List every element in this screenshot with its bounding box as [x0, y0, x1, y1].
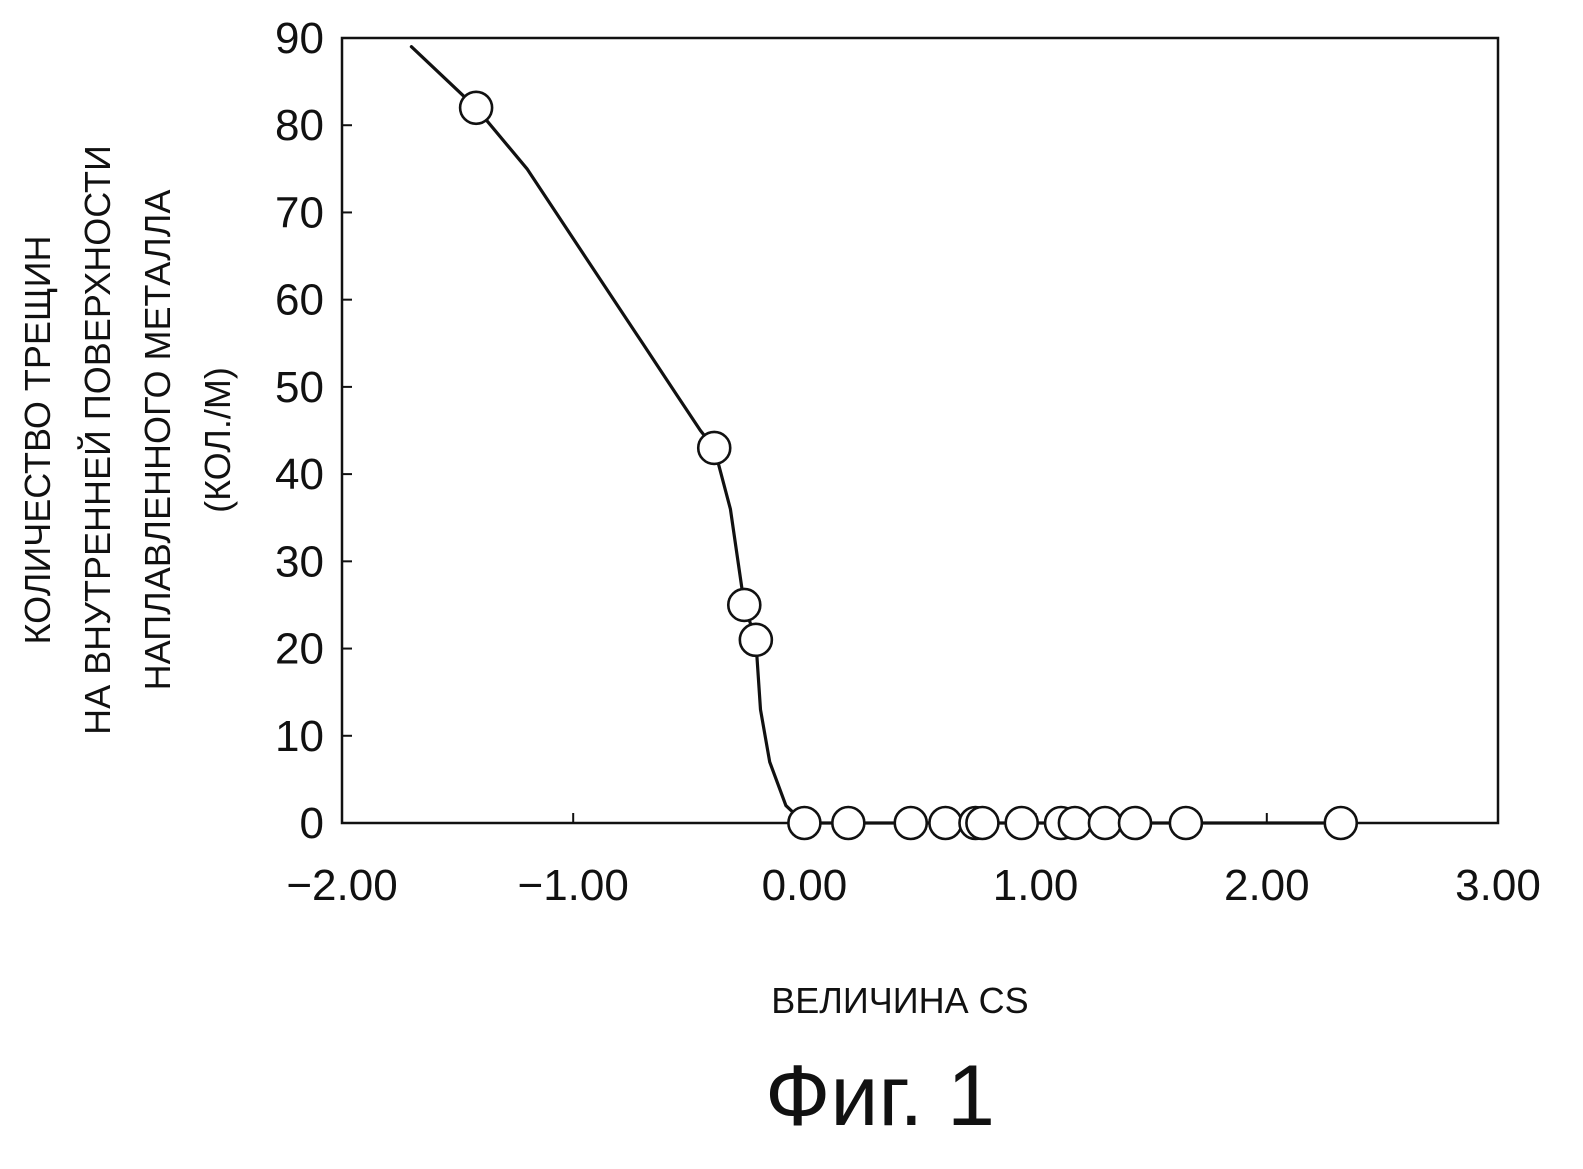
data-point: [698, 432, 730, 464]
x-tick-label: 0.00: [762, 861, 848, 910]
y-tick-label: 60: [275, 276, 324, 325]
data-point: [460, 92, 492, 124]
figure-caption: Фиг. 1: [765, 1048, 995, 1144]
data-points: [460, 92, 1357, 839]
data-point: [966, 807, 998, 839]
y-tick-label: 80: [275, 101, 324, 150]
data-point: [1089, 807, 1121, 839]
y-axis-title: КОЛИЧЕСТВО ТРЕЩИН НА ВНУТРЕННЕЙ ПОВЕРХНО…: [17, 145, 238, 735]
data-point: [728, 589, 760, 621]
data-point: [895, 807, 927, 839]
data-point: [788, 807, 820, 839]
x-tick-label: 1.00: [993, 861, 1079, 910]
y-axis-title-line-4: (КОЛ./М): [197, 367, 238, 513]
data-point: [1006, 807, 1038, 839]
data-point: [1325, 807, 1357, 839]
data-point: [1059, 807, 1091, 839]
y-axis-ticks: 0 10 20 30 40 50 60 70 80 90: [275, 14, 352, 848]
data-point: [929, 807, 961, 839]
x-tick-label: 3.00: [1455, 861, 1541, 910]
y-axis-title-line-1: КОЛИЧЕСТВО ТРЕЩИН: [17, 236, 58, 645]
data-point: [1119, 807, 1151, 839]
x-tick-label: 2.00: [1224, 861, 1310, 910]
x-axis-title: ВЕЛИЧИНА CS: [771, 980, 1028, 1021]
y-tick-label: 70: [275, 188, 324, 237]
y-tick-label: 50: [275, 363, 324, 412]
x-tick-label: −2.00: [286, 861, 397, 910]
y-tick-label: 0: [300, 799, 324, 848]
data-point: [740, 624, 772, 656]
fit-curve: [411, 47, 1340, 823]
y-axis-title-line-3: НАПЛАВЛЕННОГО МЕТАЛЛА: [137, 190, 178, 691]
data-point: [1170, 807, 1202, 839]
y-tick-label: 30: [275, 537, 324, 586]
y-tick-label: 90: [275, 14, 324, 63]
y-tick-label: 20: [275, 625, 324, 674]
y-tick-label: 40: [275, 450, 324, 499]
x-tick-label: −1.00: [518, 861, 629, 910]
y-tick-label: 10: [275, 712, 324, 761]
data-point: [832, 807, 864, 839]
y-axis-title-line-2: НА ВНУТРЕННЕЙ ПОВЕРХНОСТИ: [76, 145, 118, 735]
